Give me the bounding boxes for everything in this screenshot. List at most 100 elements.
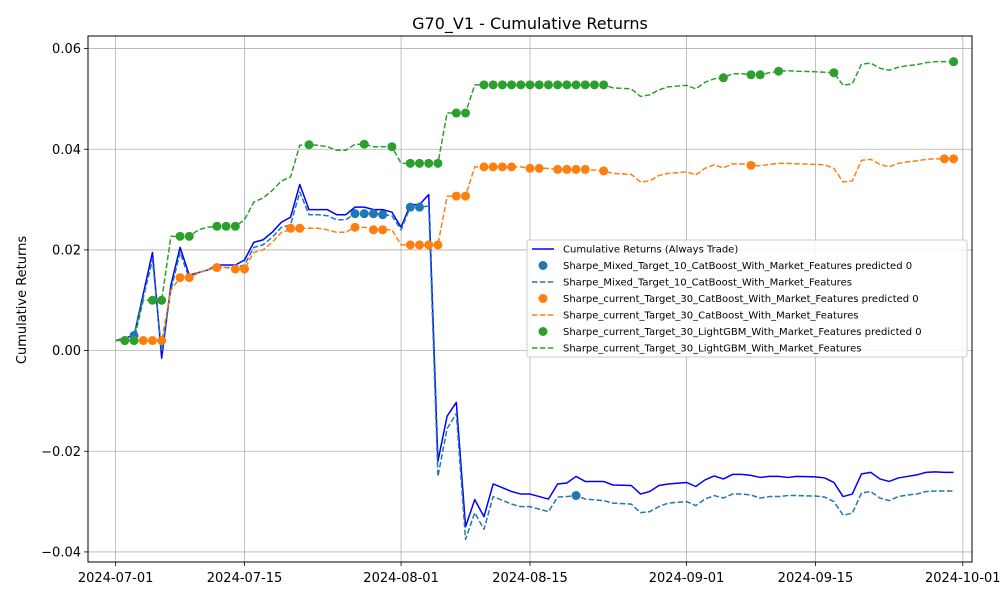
marker-point-2 bbox=[184, 231, 194, 241]
marker-point-2 bbox=[157, 295, 167, 305]
marker-point-2 bbox=[304, 140, 314, 150]
marker-point-2 bbox=[543, 80, 553, 90]
legend-box bbox=[526, 239, 968, 358]
marker-point-1 bbox=[562, 164, 572, 174]
marker-point-2 bbox=[359, 139, 369, 149]
y-tick-label: 0.06 bbox=[52, 42, 81, 57]
marker-point-0 bbox=[415, 202, 424, 212]
x-tick-label: 2024-08-15 bbox=[492, 571, 568, 586]
chart-title: G70_V1 - Cumulative Returns bbox=[412, 14, 648, 34]
marker-point-2 bbox=[424, 158, 434, 168]
marker-point-2 bbox=[461, 108, 471, 118]
y-tick-label: −0.02 bbox=[41, 445, 81, 460]
marker-point-1 bbox=[553, 164, 563, 174]
marker-point-1 bbox=[212, 263, 222, 273]
marker-point-1 bbox=[534, 163, 544, 173]
legend: Cumulative Returns (Always Trade) Sharpe_… bbox=[526, 239, 968, 358]
marker-point-1 bbox=[507, 162, 517, 172]
x-tick-label: 2024-09-01 bbox=[649, 571, 725, 586]
marker-point-1 bbox=[939, 154, 949, 164]
marker-point-1 bbox=[368, 225, 378, 235]
marker-point-2 bbox=[175, 231, 185, 241]
marker-point-1 bbox=[488, 162, 498, 172]
y-tick-label: −0.04 bbox=[41, 545, 81, 560]
marker-point-1 bbox=[479, 162, 489, 172]
legend-label-6: Sharpe_current_Target_30_LightGBM_With_M… bbox=[563, 344, 861, 355]
legend-marker-1 bbox=[538, 261, 548, 270]
legend-label-3: Sharpe_current_Target_30_CatBoost_With_M… bbox=[563, 294, 919, 305]
marker-point-2 bbox=[746, 70, 756, 80]
marker-point-1 bbox=[461, 191, 471, 201]
marker-point-2 bbox=[387, 142, 397, 152]
marker-point-1 bbox=[949, 154, 959, 164]
legend-label-1: Sharpe_Mixed_Target_10_CatBoost_With_Mar… bbox=[563, 261, 912, 272]
marker-point-0 bbox=[359, 209, 369, 219]
marker-point-1 bbox=[525, 163, 535, 173]
marker-point-0 bbox=[405, 202, 415, 212]
marker-point-1 bbox=[415, 240, 424, 250]
legend-marker-3 bbox=[538, 294, 548, 303]
marker-point-1 bbox=[157, 336, 167, 346]
marker-point-2 bbox=[212, 221, 222, 231]
marker-point-2 bbox=[755, 70, 765, 80]
marker-point-2 bbox=[129, 336, 139, 346]
marker-point-2 bbox=[433, 158, 443, 168]
marker-point-1 bbox=[286, 223, 296, 233]
marker-point-1 bbox=[424, 240, 434, 250]
marker-point-1 bbox=[599, 166, 609, 176]
marker-point-2 bbox=[718, 73, 728, 83]
axis-ticks: 2024-07-01 2024-07-15 2024-08-01 2024-08-15… bbox=[41, 42, 1000, 586]
marker-point-2 bbox=[599, 80, 609, 90]
marker-point-2 bbox=[525, 80, 535, 90]
marker-point-1 bbox=[746, 160, 756, 170]
plot-markers bbox=[120, 57, 959, 501]
marker-point-2 bbox=[580, 80, 590, 90]
series-line-1 bbox=[115, 191, 954, 541]
marker-point-1 bbox=[184, 273, 194, 283]
marker-point-1 bbox=[240, 264, 250, 274]
marker-point-1 bbox=[378, 225, 388, 235]
legend-marker-5 bbox=[538, 327, 548, 336]
marker-point-2 bbox=[534, 80, 544, 90]
marker-point-2 bbox=[516, 80, 526, 90]
x-tick-label: 2024-08-01 bbox=[363, 571, 439, 586]
marker-point-0 bbox=[378, 210, 388, 220]
x-tick-label: 2024-07-01 bbox=[78, 571, 154, 586]
y-axis-label: Cumulative Returns bbox=[15, 236, 30, 364]
marker-point-0 bbox=[368, 209, 378, 219]
marker-point-1 bbox=[295, 223, 305, 233]
series-line-2 bbox=[115, 158, 954, 342]
x-tick-label: 2024-07-15 bbox=[207, 571, 283, 586]
marker-point-2 bbox=[497, 80, 507, 90]
marker-point-1 bbox=[497, 162, 507, 172]
marker-point-2 bbox=[479, 80, 489, 90]
marker-point-2 bbox=[488, 80, 498, 90]
marker-point-2 bbox=[553, 80, 563, 90]
marker-point-2 bbox=[221, 221, 231, 231]
marker-point-2 bbox=[120, 336, 130, 346]
marker-point-2 bbox=[230, 221, 240, 231]
legend-label-0: Cumulative Returns (Always Trade) bbox=[563, 245, 738, 256]
marker-point-1 bbox=[571, 164, 581, 174]
marker-point-2 bbox=[415, 158, 424, 168]
legend-label-5: Sharpe_current_Target_30_LightGBM_With_M… bbox=[563, 327, 922, 338]
marker-point-1 bbox=[230, 264, 240, 274]
marker-point-0 bbox=[571, 491, 581, 501]
marker-point-2 bbox=[571, 80, 581, 90]
marker-point-1 bbox=[405, 240, 415, 250]
marker-point-1 bbox=[138, 336, 148, 346]
marker-point-2 bbox=[562, 80, 572, 90]
marker-point-1 bbox=[350, 222, 360, 232]
marker-point-2 bbox=[405, 158, 415, 168]
series-line-0 bbox=[115, 183, 954, 528]
marker-point-2 bbox=[774, 66, 784, 76]
marker-point-1 bbox=[433, 240, 443, 250]
y-tick-label: 0.00 bbox=[52, 344, 81, 359]
marker-point-2 bbox=[451, 108, 461, 118]
marker-point-1 bbox=[175, 273, 185, 283]
plot-series bbox=[115, 60, 954, 541]
marker-point-1 bbox=[451, 191, 461, 201]
marker-point-2 bbox=[147, 295, 157, 305]
y-tick-label: 0.02 bbox=[52, 243, 81, 258]
